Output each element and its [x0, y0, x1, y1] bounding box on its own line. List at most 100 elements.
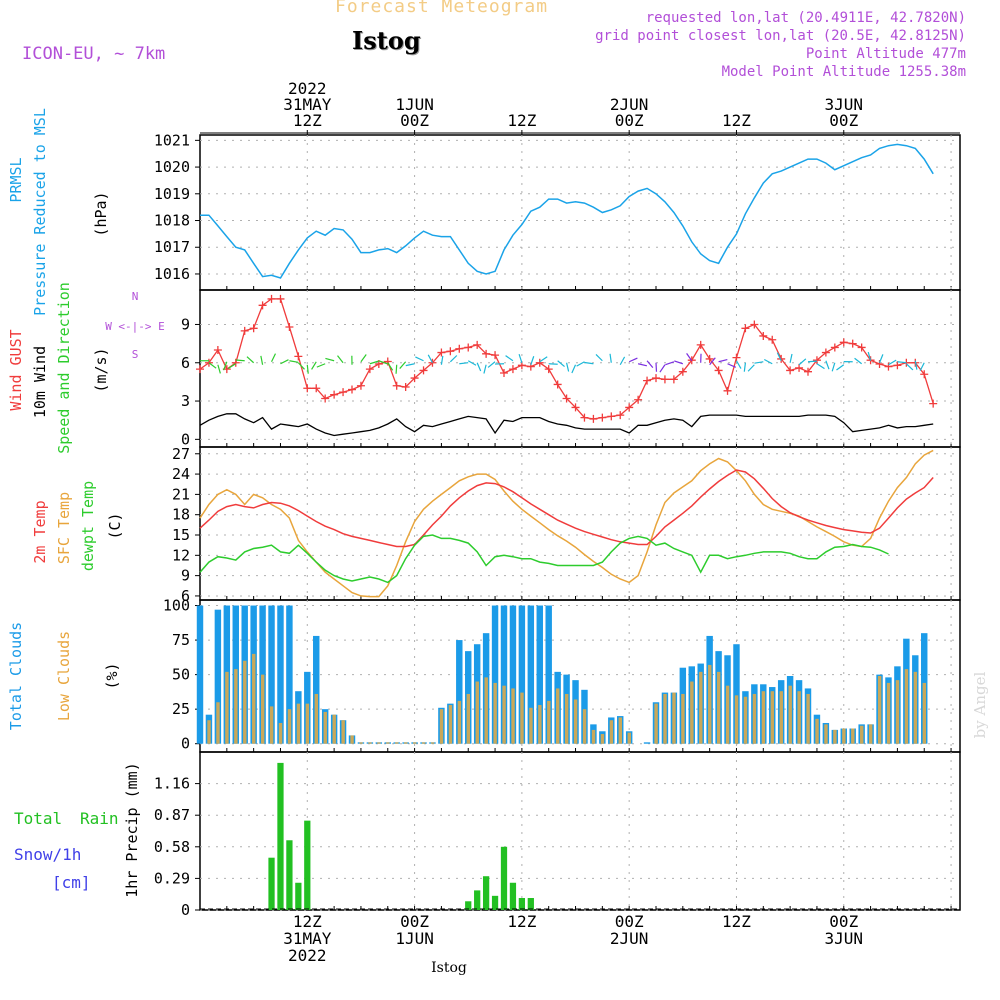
low-cloud-bar [225, 671, 229, 744]
gust-marker [929, 399, 938, 408]
wind-direction-arrow [440, 355, 444, 365]
wind-direction-arrow [316, 363, 326, 368]
sfc-temp-line [199, 449, 934, 598]
wind-direction-arrow [571, 364, 577, 374]
top-time-label: 31MAY [283, 95, 332, 114]
wind-direction-arrow [646, 360, 654, 369]
top-time-label: 3JUN [824, 95, 863, 114]
low-cloud-bar [520, 692, 524, 744]
gust-marker [660, 375, 669, 384]
temp-unit: (C) [106, 512, 124, 539]
wind-direction-arrow [246, 356, 255, 364]
total-cloud-bar [214, 609, 222, 744]
wind-direction-arrow [378, 360, 388, 365]
pressure-panel-ytick-label: 1020 [154, 158, 190, 176]
temp-2m-line [199, 469, 934, 548]
gust-marker [812, 356, 821, 365]
gust-marker [410, 374, 419, 383]
cloud-panel-ytick-label: 75 [172, 631, 190, 649]
cloud-panel-ytick-label: 50 [172, 666, 190, 684]
wind-direction-arrow [306, 364, 309, 374]
wind-speed-line [199, 413, 934, 437]
bottom-time-label: 2JUN [610, 929, 649, 948]
precip-panel-ytick-label: 0 [181, 901, 190, 919]
gust-marker [786, 366, 795, 375]
total-cloud-bar [268, 605, 275, 744]
wind-direction-arrow [289, 360, 299, 363]
low-cloud-bar [439, 709, 444, 744]
low-cloud-bar [395, 742, 399, 744]
gust-marker [500, 368, 508, 377]
gust-marker [821, 348, 830, 357]
total-cloud-bar [277, 605, 284, 744]
total-cloud-bar [527, 605, 535, 744]
bottom-time-label: 00Z [615, 912, 644, 931]
gust-marker [312, 384, 321, 393]
wind-direction-arrow [505, 355, 514, 362]
pressure-panel-ytick-label: 1019 [154, 185, 190, 203]
low-cloud-bar [672, 692, 676, 744]
gust-marker [732, 353, 741, 362]
low-cloud-bar [743, 696, 748, 744]
gust-marker [777, 354, 786, 363]
meteogram-title: Forecast Meteogram [335, 0, 549, 17]
low-cloud-bar [573, 699, 578, 744]
low-cloud-bar [591, 729, 596, 744]
wind-direction-arrow [208, 362, 217, 369]
compass-we: W <-|-> E [105, 320, 165, 333]
wind-direction-arrow [235, 359, 245, 362]
wind-direction-arrow [459, 362, 469, 365]
gust-marker [705, 354, 714, 363]
precip-panel-ytick-label: 0.87 [154, 806, 190, 824]
precip-label-snow: Snow/1h [14, 845, 81, 864]
cloud-panel-ytick-label: 100 [163, 597, 190, 615]
total-cloud-bar [518, 605, 526, 744]
top-time-label: 12Z [722, 111, 751, 130]
footer-place: Istog [431, 960, 467, 976]
gust-marker [204, 358, 213, 367]
wind-direction-arrow [659, 364, 666, 373]
low-cloud-bar [806, 693, 810, 744]
low-cloud-bar [895, 680, 900, 744]
low-cloud-bar [305, 703, 310, 744]
pressure-panel-ytick-label: 1016 [154, 265, 190, 283]
wind-direction-arrow [825, 360, 830, 370]
precip-label-total: Total [14, 809, 62, 828]
low-cloud-bar [904, 669, 909, 744]
gust-marker [830, 343, 839, 352]
rain-bar [509, 882, 517, 910]
gust-marker [893, 361, 902, 370]
bottom-time-label: 3JUN [824, 929, 863, 948]
wind-direction-arrow [897, 361, 907, 364]
low-cloud-bar [877, 676, 882, 744]
wind-direction-arrow [718, 358, 728, 363]
wind-direction-arrow [483, 364, 487, 374]
low-cloud-bar [582, 709, 587, 744]
gust-marker [759, 331, 768, 340]
gust-marker [419, 366, 428, 375]
gust-marker [392, 381, 401, 390]
low-cloud-bar [529, 707, 533, 744]
wind-direction-arrow [727, 363, 737, 368]
wind-direction-arrow [260, 355, 264, 365]
low-cloud-bar [797, 691, 801, 744]
precip-label-snow-unit: [cm] [52, 873, 91, 892]
gust-marker [401, 383, 410, 392]
total-cloud-bar [313, 635, 320, 744]
total-cloud-bar [196, 605, 204, 744]
gust-marker [553, 380, 562, 389]
low-cloud-bar [922, 682, 927, 744]
wind-unit: (m/s) [92, 347, 110, 392]
gust-marker [848, 339, 857, 348]
cloud-unit: (%) [103, 662, 121, 689]
gust-marker [535, 358, 544, 367]
low-cloud-bar [725, 685, 730, 744]
wind-direction-arrow [637, 363, 648, 367]
temp-panel-ytick-label: 18 [172, 506, 190, 524]
gust-marker [643, 376, 652, 385]
gust-marker [714, 366, 723, 375]
wind-direction-arrow [369, 360, 379, 365]
rain-bar [518, 898, 526, 910]
low-cloud-bar [475, 681, 479, 744]
